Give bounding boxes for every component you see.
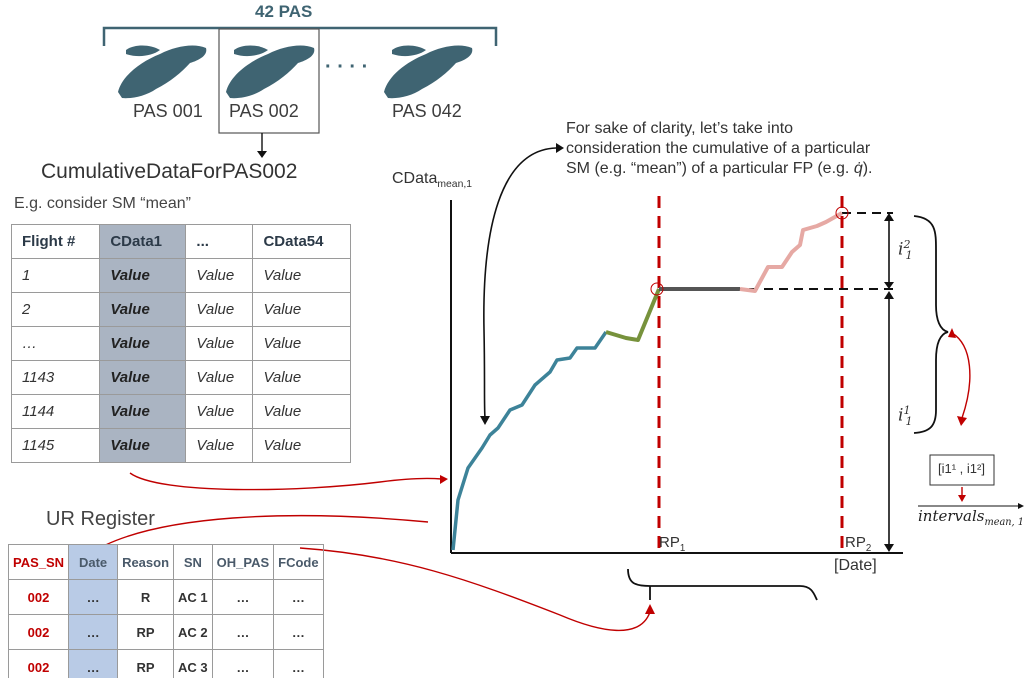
interval-pair-label: [i1¹ , i1²] — [938, 461, 985, 476]
col-reason: Reason — [117, 544, 175, 580]
table-row: 1 Value Value Value — [10, 258, 351, 293]
intervals-label: intervalsmean, 1 — [918, 507, 1024, 528]
chart-x-label: [Date] — [834, 557, 877, 574]
interval-curly-brace — [913, 215, 949, 434]
down-arrow-icon — [884, 544, 894, 552]
ur-register-table: PAS_SN Date Reason SN OH_PAS FCode 002… R… — [7, 544, 324, 678]
clarity-note: For sake of clarity, let’s take into con… — [566, 120, 873, 177]
red-arrow-icon — [645, 604, 655, 614]
red-arrow-icon — [958, 495, 966, 502]
pas-group-title: 42 PAS — [255, 2, 313, 21]
ur-register-title: UR Register — [46, 508, 155, 530]
pas-042-silhouette-icon — [384, 45, 473, 99]
rp1-point-marker — [650, 282, 664, 296]
interval-pair-box — [929, 454, 995, 486]
col-flight-number: Flight # — [10, 224, 101, 259]
table-row: 2 Value Value Value — [10, 292, 351, 327]
table-row: … Value Value Value — [10, 326, 351, 361]
table-row: 1145 Value Value Value — [10, 428, 351, 463]
vector-arrow-icon — [1018, 503, 1024, 509]
col-cdata54: CData54 — [252, 224, 351, 259]
red-arrow-icon — [948, 328, 956, 338]
red-arrow-icon — [440, 475, 448, 484]
curve-segment-teal — [451, 331, 608, 551]
register-to-span-arrow — [299, 547, 651, 632]
col-date: Date — [68, 544, 119, 580]
up-arrow-icon — [884, 291, 894, 299]
col-oh-pas: OH_PAS — [211, 544, 275, 580]
down-arrow-icon — [257, 151, 267, 158]
rp2-point-marker — [835, 206, 849, 220]
right-arrow-icon — [556, 143, 564, 153]
brace-to-intervals-arrow — [951, 332, 971, 419]
register-date-arrow — [85, 515, 429, 557]
flight-data-table: Flight # CData1 ... CData54 1 Value Value V… — [10, 224, 351, 463]
table-row: 1144 Value Value Value — [10, 394, 351, 429]
curve-segment-pink — [739, 211, 843, 293]
down-arrow-icon — [480, 416, 490, 425]
col-ellipsis: ... — [185, 224, 254, 259]
rp1-label: RP1 — [659, 534, 686, 554]
cumulative-title: CumulativeDataForPAS002 — [41, 160, 298, 183]
pas-001-silhouette-icon — [118, 45, 207, 99]
sm-note: E.g. consider SM “mean” — [14, 195, 191, 212]
table-row: 002… R AC 1…… — [7, 579, 324, 615]
table-to-chart-arrow — [129, 472, 443, 491]
pas-group-bracket — [102, 26, 498, 46]
pas-001-label: PAS 001 — [133, 101, 203, 121]
curve-segment-green — [605, 288, 661, 342]
table-row: 002… RP AC 3…… — [7, 649, 324, 678]
col-cdata1: CData1 — [99, 224, 187, 259]
table-row: 1143 Value Value Value — [10, 360, 351, 395]
col-pas-sn: PAS_SN — [7, 544, 70, 580]
i1-first-label: i11 — [898, 404, 913, 429]
col-sn: SN — [173, 544, 213, 580]
table-header-row: Flight # CData1 ... CData54 — [10, 224, 351, 259]
pas-002-silhouette-icon — [226, 45, 315, 99]
i1-squared-label: i21 — [898, 238, 913, 263]
rp-span-curly-brace — [627, 568, 818, 601]
pas-ellipsis: · · · · — [325, 56, 369, 78]
note-pointer-curve — [483, 147, 557, 419]
pas-002-label: PAS 002 — [229, 101, 299, 121]
pas-042-label: PAS 042 — [392, 101, 462, 121]
up-arrow-icon — [884, 213, 894, 221]
table-header-row: PAS_SN Date Reason SN OH_PAS FCode — [7, 544, 324, 580]
q-dot-symbol: q̇ — [853, 160, 863, 177]
down-arrow-icon — [884, 282, 894, 289]
chart-y-label: CDatamean,1 — [392, 170, 473, 191]
pas-002-frame — [218, 28, 320, 134]
red-arrow-icon — [957, 416, 967, 426]
col-fcode: FCode — [273, 544, 324, 580]
rp2-label: RP2 — [845, 534, 872, 554]
table-row: 002… RP AC 2…… — [7, 614, 324, 650]
